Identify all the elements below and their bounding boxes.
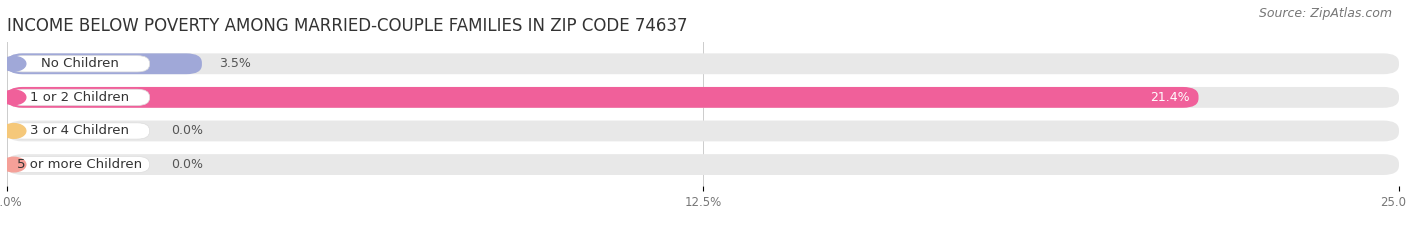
Text: 3.5%: 3.5% xyxy=(218,57,250,70)
Circle shape xyxy=(1,90,25,105)
Text: 0.0%: 0.0% xyxy=(172,124,204,137)
Text: 21.4%: 21.4% xyxy=(1150,91,1191,104)
Text: INCOME BELOW POVERTY AMONG MARRIED-COUPLE FAMILIES IN ZIP CODE 74637: INCOME BELOW POVERTY AMONG MARRIED-COUPL… xyxy=(7,17,688,35)
Text: 0.0%: 0.0% xyxy=(172,158,204,171)
Text: Source: ZipAtlas.com: Source: ZipAtlas.com xyxy=(1258,7,1392,20)
FancyBboxPatch shape xyxy=(7,53,202,74)
Text: 5 or more Children: 5 or more Children xyxy=(17,158,142,171)
Text: 3 or 4 Children: 3 or 4 Children xyxy=(31,124,129,137)
Circle shape xyxy=(1,157,25,172)
FancyBboxPatch shape xyxy=(7,120,1399,141)
Text: No Children: No Children xyxy=(41,57,120,70)
FancyBboxPatch shape xyxy=(7,87,1198,108)
FancyBboxPatch shape xyxy=(7,53,1399,74)
FancyBboxPatch shape xyxy=(10,156,149,173)
FancyBboxPatch shape xyxy=(7,87,1399,108)
FancyBboxPatch shape xyxy=(10,123,149,139)
Circle shape xyxy=(1,124,25,138)
Text: 1 or 2 Children: 1 or 2 Children xyxy=(31,91,129,104)
Circle shape xyxy=(1,56,25,71)
FancyBboxPatch shape xyxy=(10,89,149,106)
FancyBboxPatch shape xyxy=(7,154,1399,175)
FancyBboxPatch shape xyxy=(10,56,149,72)
